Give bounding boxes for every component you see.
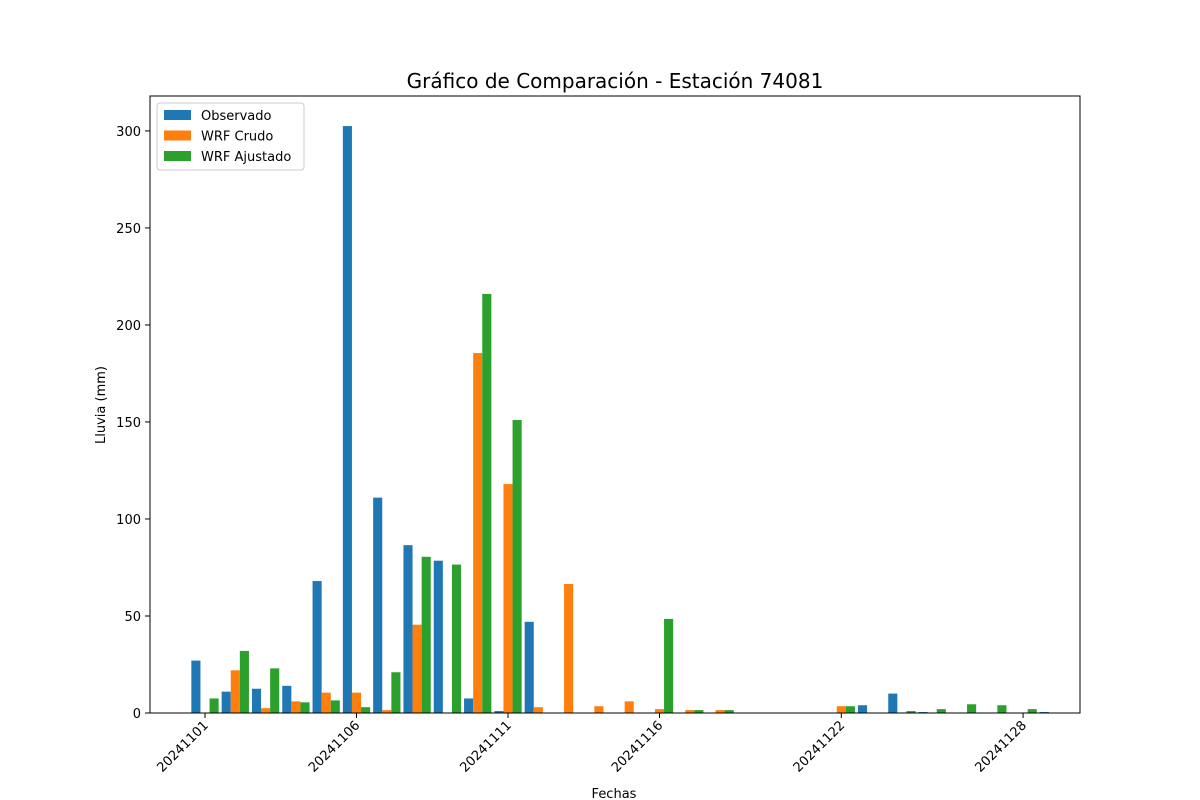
y-tick-label: 250 <box>116 222 141 237</box>
bar-wrf-ajustado-20241116 <box>664 618 674 713</box>
bar-wrf-ajustado-20241118 <box>724 710 734 713</box>
y-tick-label: 0 <box>133 707 141 722</box>
legend-entry: Observado <box>201 109 272 124</box>
x-axis-label: Fechas <box>592 787 637 800</box>
legend-swatch <box>164 151 191 161</box>
chart-title: Gráfico de Comparación - Estación 74081 <box>407 69 824 93</box>
bar-wrf-crudo-20241112 <box>533 707 543 713</box>
bar-wrf-crudo-20241103 <box>261 708 271 713</box>
bar-wrf-ajustado-20241106 <box>361 707 371 713</box>
bar-wrf-ajustado-20241122 <box>845 706 855 713</box>
x-tick-label: 20241122 <box>791 718 848 775</box>
x-tick-label: 20241116 <box>609 718 666 775</box>
bar-wrf-crudo-20241108 <box>412 624 422 713</box>
bar-observado-20241104 <box>282 685 292 713</box>
legend-entry: WRF Crudo <box>201 130 273 145</box>
bar-wrf-ajustado-20241110 <box>482 293 492 713</box>
bar-observado-20241108 <box>403 545 413 713</box>
bar-wrf-ajustado-20241126 <box>967 704 977 713</box>
bar-wrf-ajustado-20241127 <box>997 705 1007 713</box>
y-tick-label: 50 <box>124 610 141 625</box>
bar-wrf-crudo-20241122 <box>836 706 846 713</box>
bar-observado-20241101 <box>191 660 201 713</box>
legend-swatch <box>164 110 191 120</box>
bar-wrf-crudo-20241111 <box>503 484 513 713</box>
plot-frame <box>149 95 1081 714</box>
x-axis: 20241101 20241106 20241111 20241116 20241122… <box>154 713 1030 776</box>
bar-wrf-ajustado-20241111 <box>512 420 522 713</box>
bar-wrf-ajustado-20241128 <box>1027 709 1037 713</box>
y-tick-label: 150 <box>116 416 141 431</box>
x-tick-label: 20241106 <box>306 718 363 775</box>
y-tick-label: 300 <box>116 125 141 140</box>
y-axis-label: Lluvia (mm) <box>94 366 109 444</box>
bar-wrf-ajustado-20241108 <box>421 556 431 713</box>
bar-wrf-ajustado-20241107 <box>391 672 401 713</box>
bar-wrf-crudo-20241106 <box>351 692 362 713</box>
y-axis: 0 50 100 150 200 250 300 <box>116 125 150 722</box>
bar-wrf-ajustado-20241124 <box>906 711 916 713</box>
bar-wrf-ajustado-20241109 <box>451 564 462 713</box>
bar-wrf-crudo-20241118 <box>715 710 725 713</box>
bar-wrf-ajustado-20241117 <box>694 710 704 713</box>
legend-entry: WRF Ajustado <box>201 150 291 165</box>
bar-wrf-crudo-20241115 <box>624 701 634 713</box>
bar-wrf-ajustado-20241104 <box>300 702 310 713</box>
bar-wrf-ajustado-20241103 <box>270 668 280 713</box>
bars-group <box>191 126 1049 713</box>
legend-swatch <box>164 130 191 141</box>
bar-wrf-crudo-20241114 <box>594 706 604 713</box>
bar-observado-20241110 <box>464 698 474 713</box>
bar-wrf-crudo-20241104 <box>291 701 301 713</box>
bar-observado-20241124 <box>888 693 898 713</box>
bar-observado-20241123 <box>857 705 868 713</box>
x-tick-label: 20241111 <box>457 718 514 775</box>
bar-wrf-crudo-20241102 <box>230 670 240 713</box>
bar-wrf-ajustado-20241102 <box>239 650 249 713</box>
bar-wrf-crudo-20241113 <box>564 583 574 713</box>
x-tick-label: 20241101 <box>154 718 211 775</box>
bar-wrf-ajustado-20241105 <box>330 700 340 713</box>
legend: Observado WRF Crudo WRF Ajustado <box>156 102 305 171</box>
bar-observado-20241112 <box>524 621 534 713</box>
bar-wrf-crudo-20241116 <box>654 709 665 713</box>
legend-box <box>156 102 305 171</box>
bar-wrf-ajustado-20241101 <box>209 698 219 713</box>
bar-wrf-ajustado-20241125 <box>936 709 946 713</box>
y-tick-label: 100 <box>116 513 141 528</box>
bar-wrf-crudo-20241117 <box>685 710 695 713</box>
bar-observado-20241103 <box>251 688 262 713</box>
bar-wrf-crudo-20241110 <box>473 353 483 713</box>
bar-observado-20241106 <box>342 126 352 713</box>
bar-observado-20241102 <box>221 691 231 713</box>
bar-observado-20241111 <box>494 711 504 713</box>
bar-observado-20241105 <box>312 581 322 713</box>
y-tick-label: 200 <box>116 319 141 334</box>
bar-observado-20241109 <box>433 560 443 713</box>
bar-wrf-crudo-20241105 <box>321 692 331 713</box>
x-tick-label: 20241128 <box>973 718 1030 775</box>
bar-wrf-crudo-20241107 <box>382 710 392 713</box>
bar-observado-20241107 <box>373 497 383 713</box>
